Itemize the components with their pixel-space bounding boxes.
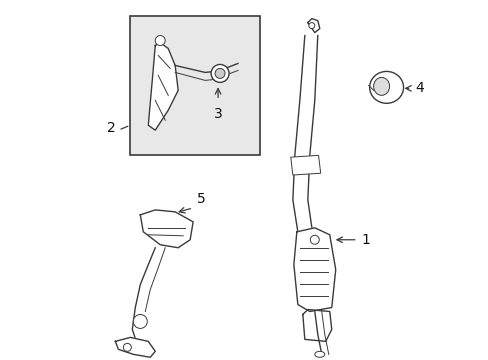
Bar: [130, 15, 260, 155]
Text: 2: 2: [106, 121, 115, 135]
Polygon shape: [140, 210, 193, 248]
Ellipse shape: [314, 351, 324, 357]
Polygon shape: [302, 310, 331, 341]
Ellipse shape: [133, 315, 147, 328]
Bar: [290, 156, 320, 175]
Ellipse shape: [373, 77, 389, 95]
Ellipse shape: [308, 23, 314, 28]
Ellipse shape: [155, 36, 165, 45]
Text: 1: 1: [361, 233, 370, 247]
Text: 3: 3: [213, 107, 222, 121]
Polygon shape: [115, 337, 155, 357]
Text: 4: 4: [415, 81, 424, 95]
Text: 5: 5: [197, 192, 205, 206]
Polygon shape: [293, 228, 335, 311]
Polygon shape: [307, 19, 319, 32]
Ellipse shape: [215, 68, 224, 78]
Ellipse shape: [123, 343, 131, 351]
Ellipse shape: [369, 71, 403, 103]
Polygon shape: [148, 42, 178, 130]
Ellipse shape: [211, 64, 228, 82]
Ellipse shape: [310, 235, 319, 244]
